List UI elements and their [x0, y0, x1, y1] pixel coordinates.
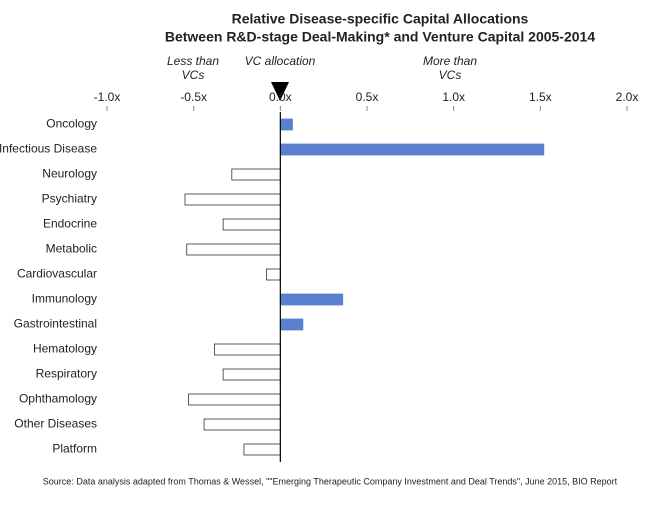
- bar: [184, 193, 281, 206]
- bar: [279, 118, 293, 131]
- y-tick-label: Ophthamology: [19, 392, 97, 406]
- bar: [279, 293, 344, 306]
- x-tick-label: -1.0x: [94, 90, 121, 104]
- annotation: VCs: [439, 68, 462, 82]
- y-tick-label: Cardiovascular: [17, 267, 97, 281]
- y-tick-label: Oncology: [46, 117, 97, 131]
- chart-title: Relative Disease-specific Capital Alloca…: [232, 11, 529, 27]
- y-tick-label: Platform: [52, 442, 97, 456]
- bar: [279, 318, 304, 331]
- x-tick-label: 1.0x: [442, 90, 465, 104]
- bar: [214, 343, 281, 356]
- y-tick-label: Immunology: [32, 292, 97, 306]
- bar: [243, 443, 281, 456]
- bar: [266, 268, 281, 281]
- y-tick-label: Respiratory: [36, 367, 97, 381]
- x-tick-label: -0.5x: [180, 90, 207, 104]
- bar: [188, 393, 281, 406]
- y-tick-label: Hematology: [33, 342, 97, 356]
- y-tick-label: Gastrointestinal: [14, 317, 97, 331]
- chart-title: Between R&D-stage Deal-Making* and Ventu…: [165, 29, 595, 45]
- marker-triangle: [271, 82, 289, 101]
- x-tick-label: 0.0x: [269, 90, 292, 104]
- bar: [222, 368, 281, 381]
- x-tick-label: 0.5x: [356, 90, 379, 104]
- bar: [231, 168, 281, 181]
- bar: [203, 418, 281, 431]
- bar: [222, 218, 281, 231]
- y-tick-label: Endocrine: [43, 217, 97, 231]
- bar: [279, 143, 545, 156]
- y-tick-label: Neurology: [42, 167, 97, 181]
- y-tick-label: Other Diseases: [14, 417, 97, 431]
- bar: [186, 243, 281, 256]
- y-tick-label: Metabolic: [46, 242, 97, 256]
- source-note: Source: Data analysis adapted from Thoma…: [43, 476, 618, 486]
- annotation: VC allocation: [245, 54, 316, 68]
- annotation: Less than: [167, 54, 219, 68]
- annotation: VCs: [182, 68, 205, 82]
- annotation: More than: [423, 54, 477, 68]
- y-tick-label: Psychiatry: [42, 192, 97, 206]
- x-tick-label: 2.0x: [616, 90, 639, 104]
- y-tick-label: Infectious Disease: [0, 142, 97, 156]
- x-tick-label: 1.5x: [529, 90, 552, 104]
